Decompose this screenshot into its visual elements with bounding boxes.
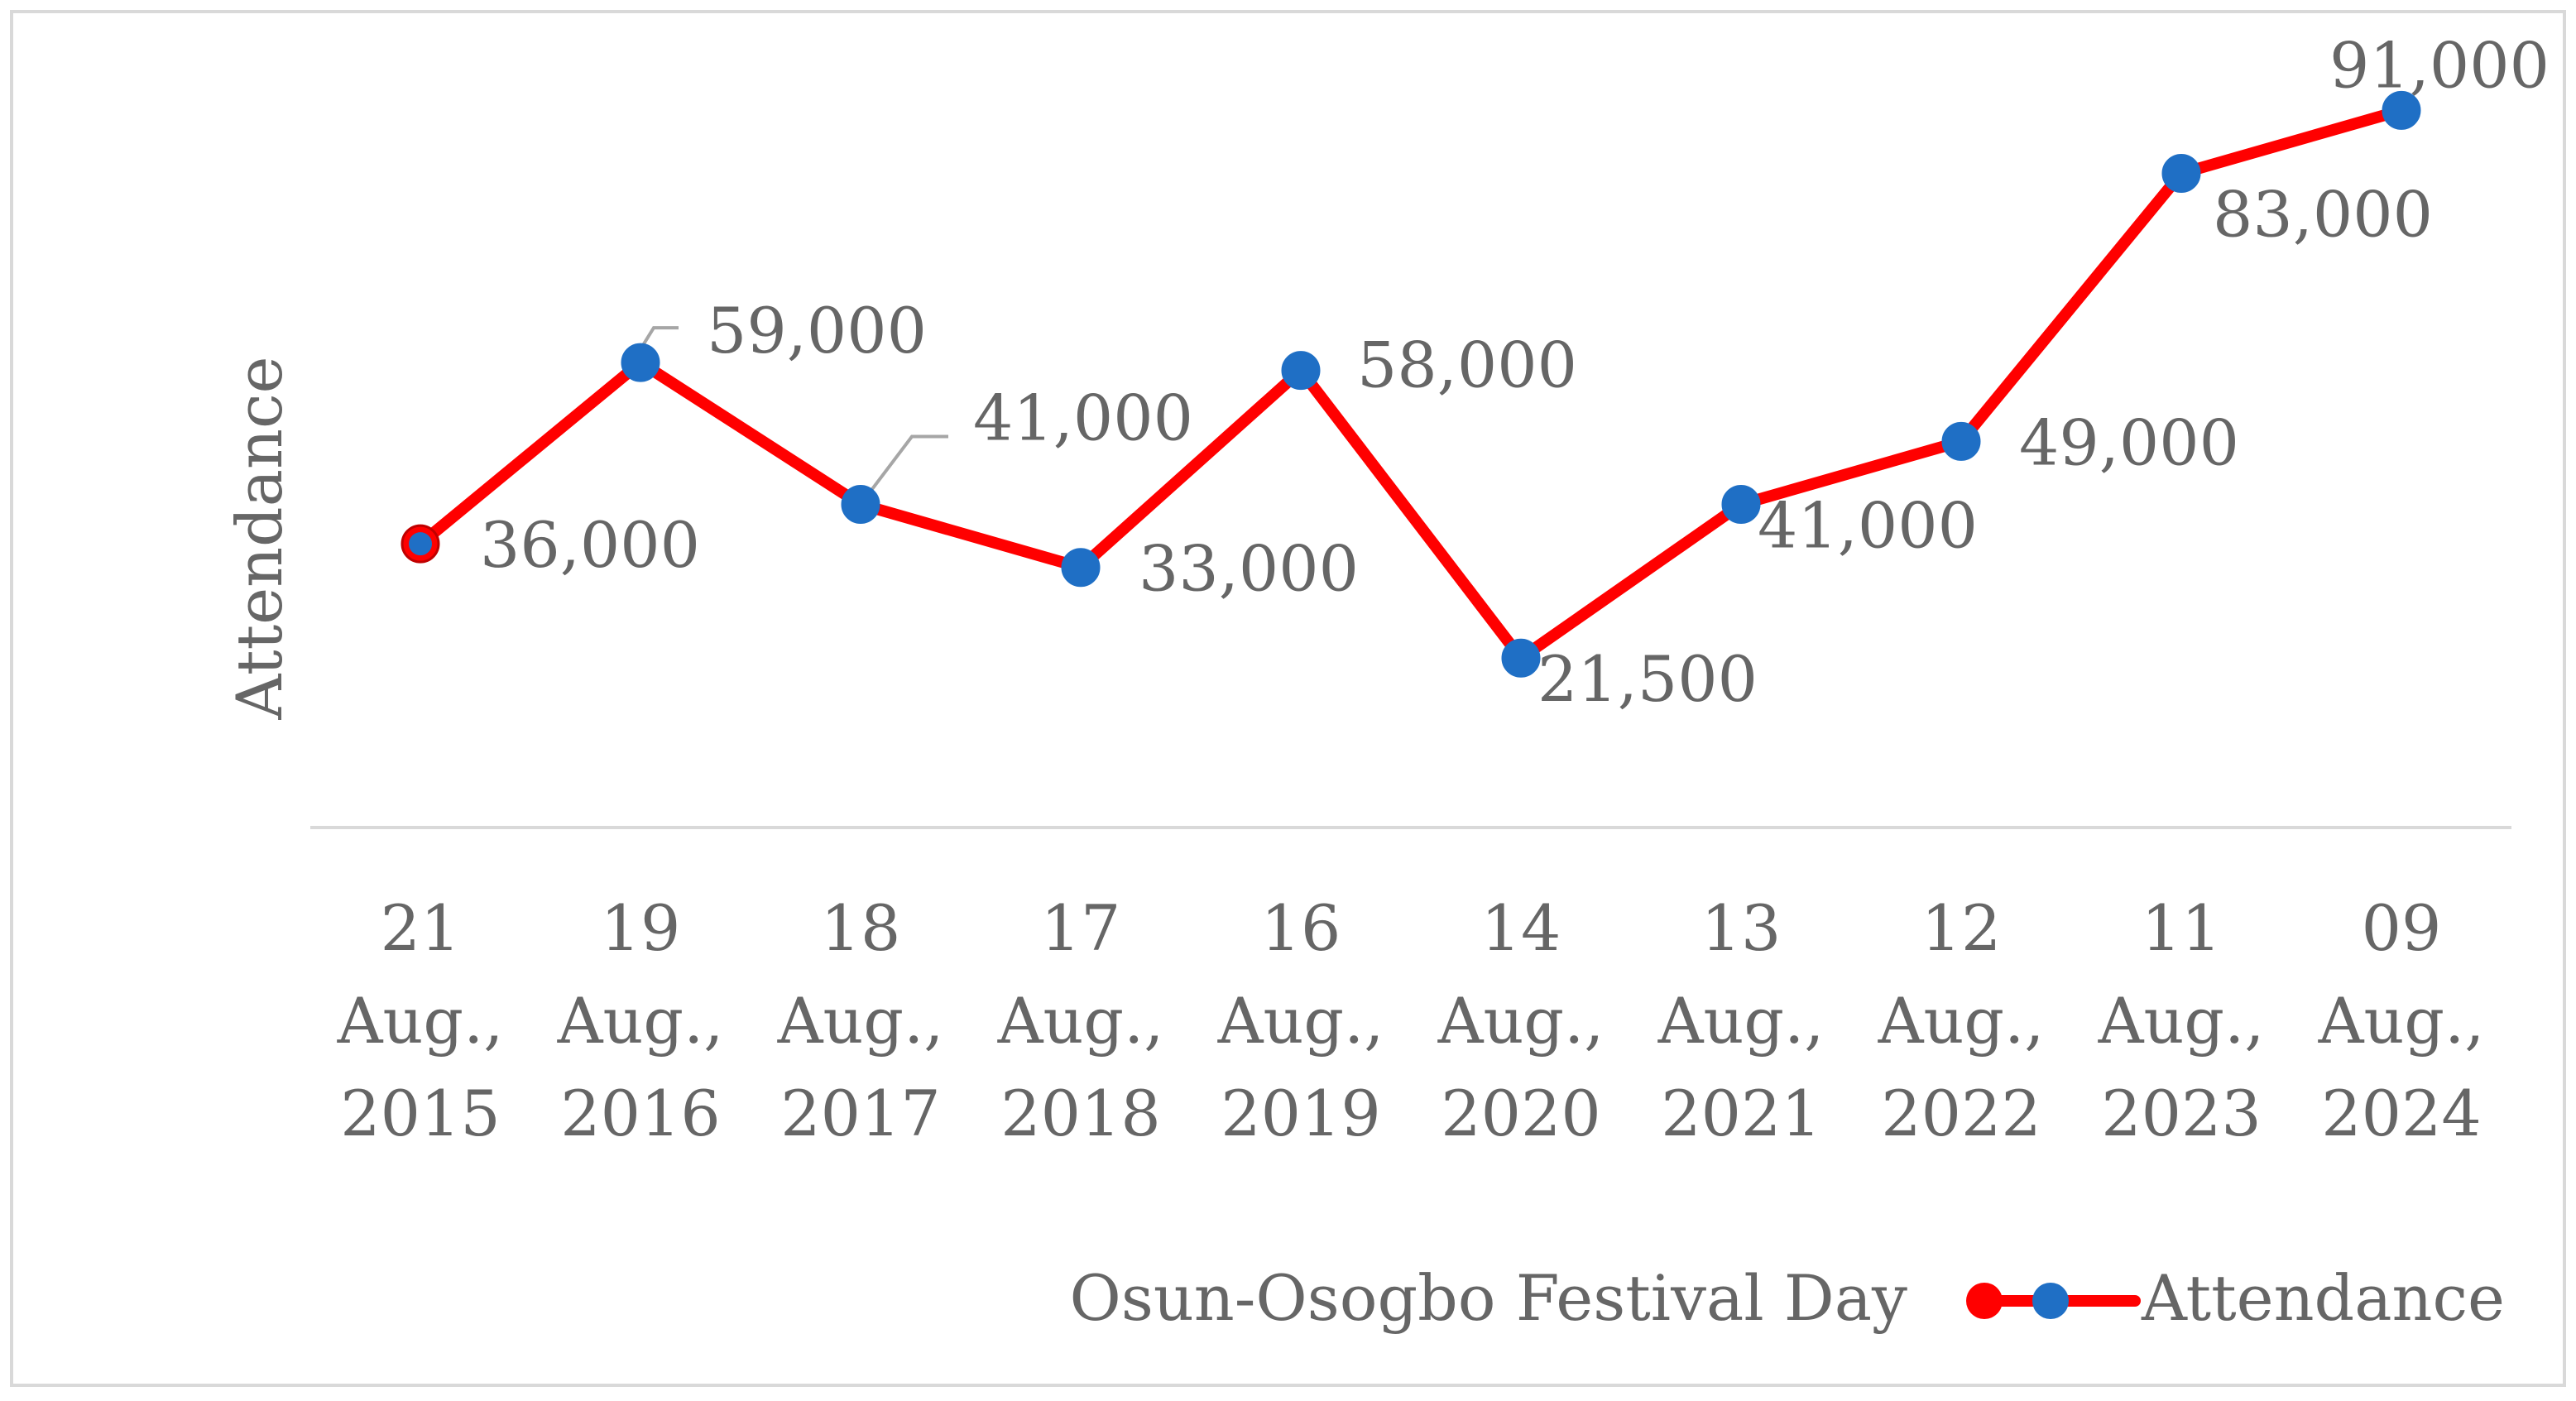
data-label: 21,500 <box>1537 642 1758 716</box>
x-tick-label-line: 2021 <box>1661 1077 1820 1150</box>
x-tick-label-line: 18 <box>821 891 901 965</box>
x-tick-label-line: 2017 <box>780 1077 940 1150</box>
data-label: 41,000 <box>1758 489 1978 563</box>
attendance-line <box>415 104 2407 665</box>
series-points <box>401 90 2421 678</box>
x-axis-title: Osun-Osogbo Festival Day <box>1070 1261 1908 1335</box>
x-tick-labels: 21 Aug., 2015 19 Aug., 2016 18 Aug., 2017 17 Aug.,… <box>337 891 2485 1150</box>
legend-marker-blue <box>2032 1283 2069 1319</box>
x-tick-label-line: 11 <box>2142 891 2222 965</box>
x-tick-label-line: Aug., <box>2098 984 2265 1058</box>
x-tick-label: 14 Aug., 2020 <box>1437 891 1605 1150</box>
x-tick-label: 16 Aug., 2019 <box>1217 891 1384 1150</box>
data-point <box>1941 421 1981 461</box>
x-tick-label-line: Aug., <box>2318 984 2485 1058</box>
data-point <box>1501 638 1541 678</box>
x-tick-label-line: 2023 <box>2101 1077 2261 1150</box>
leader-lines <box>639 326 948 506</box>
chart-frame <box>10 10 2566 1387</box>
x-tick-label-line: 21 <box>381 891 461 965</box>
x-tick-label-line: Aug., <box>1437 984 1605 1058</box>
x-tick-label-line: 2019 <box>1221 1077 1380 1150</box>
x-tick-label-line: 19 <box>601 891 681 965</box>
x-tick-label-line: Aug., <box>1657 984 1825 1058</box>
x-tick-label-line: Aug., <box>1217 984 1384 1058</box>
data-label: 59,000 <box>707 294 927 367</box>
x-tick-label: 19 Aug., 2016 <box>557 891 724 1150</box>
y-axis-title: Attendance <box>223 356 296 720</box>
x-tick-label-line: 13 <box>1701 891 1782 965</box>
legend-label: Attendance <box>2141 1261 2505 1335</box>
x-tick-label-line: Aug., <box>337 984 504 1058</box>
x-tick-label-line: 16 <box>1261 891 1341 965</box>
data-label: 58,000 <box>1357 329 1577 402</box>
x-tick-label-line: 2024 <box>2321 1077 2481 1150</box>
legend: Attendance <box>1966 1261 2505 1335</box>
x-tick-label-line: 2015 <box>340 1077 500 1150</box>
x-tick-label: 09 Aug., 2024 <box>2318 891 2485 1150</box>
x-tick-label-line: 14 <box>1481 891 1561 965</box>
data-point <box>1061 548 1101 588</box>
data-point <box>2161 154 2201 194</box>
x-tick-label: 12 Aug., 2022 <box>1878 891 2045 1150</box>
data-point-inner <box>409 532 432 556</box>
series-line <box>415 104 2407 665</box>
leader-line <box>639 326 679 351</box>
x-tick-label-line: 2020 <box>1441 1077 1600 1150</box>
data-label: 49,000 <box>2019 405 2239 479</box>
data-point <box>1281 351 1321 391</box>
x-tick-label-line: Aug., <box>557 984 724 1058</box>
data-point <box>841 485 880 525</box>
x-tick-label-line: 2022 <box>1881 1077 2041 1150</box>
x-tick-label-line: 12 <box>1921 891 2002 965</box>
x-tick-label: 11 Aug., 2023 <box>2098 891 2265 1150</box>
data-label: 83,000 <box>2213 178 2433 252</box>
x-tick-label-line: 09 <box>2362 891 2442 965</box>
x-tick-label: 18 Aug., 2017 <box>777 891 944 1150</box>
data-labels: 36,000 59,000 41,000 33,000 58,000 21,500 41,0… <box>480 28 2550 716</box>
legend-marker-red <box>1966 1283 2003 1319</box>
x-tick-label-line: Aug., <box>997 984 1164 1058</box>
x-tick-label-line: 2018 <box>1000 1077 1160 1150</box>
x-tick-label: 17 Aug., 2018 <box>997 891 1164 1150</box>
data-label: 36,000 <box>480 508 700 582</box>
x-tick-label-line: Aug., <box>1878 984 2045 1058</box>
data-point <box>621 343 660 382</box>
leader-line <box>859 434 948 506</box>
data-point <box>2382 90 2421 130</box>
x-tick-label-line: Aug., <box>777 984 944 1058</box>
x-tick-label-line: 2016 <box>560 1077 720 1150</box>
data-label: 33,000 <box>1139 532 1359 606</box>
data-label: 41,000 <box>973 381 1193 455</box>
x-tick-label: 21 Aug., 2015 <box>337 891 504 1150</box>
data-label: 91,000 <box>2329 28 2550 102</box>
x-tick-label-line: 17 <box>1041 891 1121 965</box>
x-tick-label: 13 Aug., 2021 <box>1657 891 1825 1150</box>
data-point <box>1721 485 1761 525</box>
